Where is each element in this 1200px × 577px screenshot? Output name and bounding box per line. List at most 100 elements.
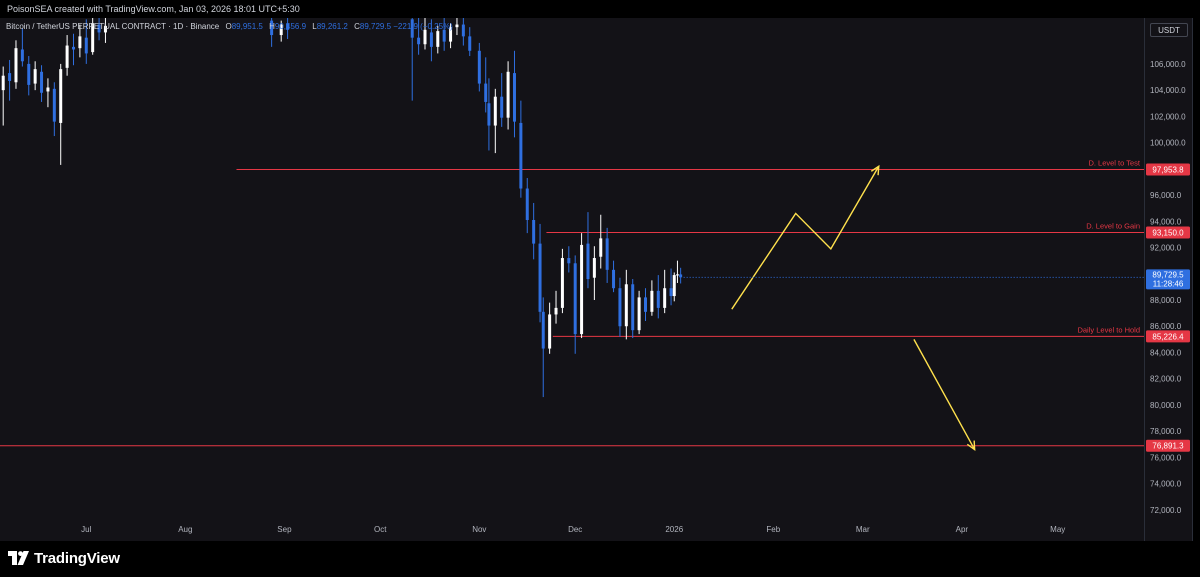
candle-body: [59, 69, 63, 123]
candle-body: [8, 73, 12, 81]
candle-body: [103, 25, 107, 33]
candle-body: [586, 243, 590, 280]
candle-body: [27, 63, 31, 85]
level-price-label: 85,226.4: [1152, 332, 1184, 341]
y-tick-label: 82,000.0: [1150, 375, 1182, 384]
candle-body: [624, 284, 628, 327]
low-value: 89,261.2: [316, 22, 348, 31]
candle-body: [1, 75, 5, 91]
candle-body: [679, 274, 683, 278]
footer: TradingView: [0, 541, 1200, 577]
level-price-tag: [1146, 163, 1190, 176]
x-tick-label: 2026: [665, 525, 683, 534]
candle-body: [669, 288, 673, 297]
projection-path: [913, 339, 976, 450]
candle-body: [71, 46, 75, 50]
candle-body: [286, 23, 290, 30]
candle-body: [605, 238, 609, 270]
candle-body: [410, 19, 414, 38]
x-tick-label: May: [1050, 525, 1065, 534]
candle-body: [618, 288, 622, 327]
y-tick-label: 96,000.0: [1150, 191, 1182, 200]
candle-body: [532, 220, 536, 244]
y-tick-label: 94,000.0: [1150, 217, 1182, 226]
candle-body: [449, 27, 453, 42]
tradingview-logo[interactable]: TradingView: [8, 549, 120, 567]
level-label: D. Level to Test: [1088, 158, 1140, 167]
candle-body: [91, 23, 95, 53]
x-tick-label: Sep: [277, 525, 292, 534]
candle-body: [560, 258, 564, 308]
close-key: C: [354, 22, 360, 31]
candle-body: [554, 307, 558, 315]
open-value: 89,951.5: [231, 22, 263, 31]
y-tick-label: 72,000.0: [1150, 506, 1182, 515]
candle-body: [436, 31, 440, 47]
candle-body: [631, 284, 635, 331]
candle-body: [650, 290, 654, 312]
candle-body: [500, 96, 504, 118]
candle-body: [484, 83, 488, 102]
candle-body: [279, 24, 283, 36]
candle-body: [78, 36, 82, 49]
x-tick-label: Jul: [81, 525, 91, 534]
candle-body: [612, 269, 616, 289]
candle-body: [429, 32, 433, 47]
candle-body: [20, 49, 24, 62]
attribution-text: PoisonSEA created with TradingView.com, …: [7, 4, 300, 14]
tradingview-logo-icon: [8, 551, 29, 565]
chart-pane[interactable]: 72,000.0 74,000.0 76,000.0 78,000.0 80,000.0…: [0, 18, 1193, 541]
candle-body: [14, 48, 18, 83]
candle-body: [592, 258, 596, 278]
level-price-tag: [1146, 439, 1190, 452]
current-price-tag: [1146, 269, 1190, 290]
level-price-label: 93,150.0: [1152, 228, 1184, 237]
candle-body: [40, 71, 44, 93]
symbol-title: Bitcoin / TetherUS PERPETUAL CONTRACT · …: [6, 22, 220, 31]
candle-body: [567, 258, 571, 264]
candle-body: [487, 103, 491, 126]
candle-body: [675, 274, 679, 276]
candle-body: [643, 297, 647, 312]
y-tick-label: 74,000.0: [1150, 480, 1182, 489]
candle-body: [97, 24, 101, 33]
attribution-bar: PoisonSEA created with TradingView.com, …: [0, 0, 1200, 18]
tradingview-brand: TradingView: [34, 549, 120, 567]
level-label: Daily Level to Hold: [1077, 325, 1140, 334]
y-tick-label: 80,000.0: [1150, 401, 1182, 410]
candle-body: [573, 263, 577, 335]
candle-body: [493, 96, 497, 126]
projection-arrowhead: [870, 164, 880, 176]
candle-body: [656, 290, 660, 308]
low-key: L: [312, 22, 317, 31]
y-tick-label: 92,000.0: [1150, 244, 1182, 253]
x-tick-label: Apr: [956, 525, 969, 534]
candle-body: [672, 275, 676, 297]
change-value: −221.9 (−0.25%): [393, 22, 453, 31]
candles: [1, 18, 683, 398]
candle-body: [270, 20, 274, 36]
y-tick-label: 88,000.0: [1150, 296, 1182, 305]
y-tick-label: 84,000.0: [1150, 348, 1182, 357]
candle-body: [52, 88, 56, 122]
price-chart[interactable]: 72,000.0 74,000.0 76,000.0 78,000.0 80,000.0…: [0, 18, 1193, 541]
candle-body: [477, 50, 481, 84]
x-tick-label: Nov: [472, 525, 486, 534]
high-value: 90,456.9: [274, 22, 307, 31]
candle-body: [423, 29, 427, 45]
x-tick-label: Mar: [856, 525, 870, 534]
currency-label: USDT: [1158, 26, 1180, 35]
symbol-legend: Bitcoin / TetherUS PERPETUAL CONTRACT · …: [6, 22, 453, 32]
currency-selector[interactable]: USDT: [1150, 23, 1188, 37]
candle-body: [512, 73, 516, 122]
current-price-label: 89,729.5: [1152, 270, 1184, 279]
level-price-tag: [1146, 226, 1190, 239]
candle-body: [417, 37, 421, 45]
y-tick-label: 106,000.0: [1150, 60, 1186, 69]
candle-body: [538, 243, 542, 312]
y-tick-label: 76,000.0: [1150, 453, 1182, 462]
candle-body: [46, 87, 50, 92]
y-tick-label: 86,000.0: [1150, 322, 1182, 331]
y-tick-label: 78,000.0: [1150, 427, 1182, 436]
level-price-label: 97,953.8: [1152, 165, 1184, 174]
